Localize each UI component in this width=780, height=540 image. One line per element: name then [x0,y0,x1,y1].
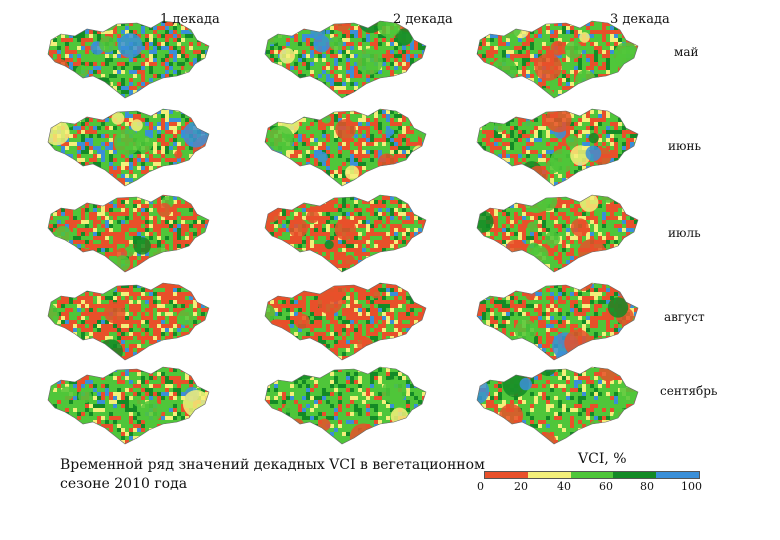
row-label-july: июль [668,226,701,240]
legend-tick-40: 40 [557,480,571,493]
column-header-decade-2: 2 декада [393,12,453,27]
vci-map-row4-col0 [47,366,210,445]
vci-map-row0-col0 [47,20,210,99]
vci-map-row0-col2 [476,20,639,99]
vci-map-row3-col0 [47,282,210,361]
figure-caption: Временной ряд значений декадных VCI в ве… [60,456,485,494]
vci-map-row3-col1 [264,282,427,361]
row-label-september: сентябрь [660,384,718,398]
legend-swatch-3 [613,472,657,478]
vci-map-row2-col1 [264,194,427,273]
vci-map-row0-col1 [264,20,427,99]
legend-swatch-4 [656,472,699,478]
vci-map-row2-col2 [476,194,639,273]
legend-tick-0: 0 [477,480,484,493]
vci-map-row1-col1 [264,108,427,187]
legend-swatch-0 [485,472,528,478]
caption-line-2: сезоне 2010 года [60,476,188,492]
legend-tick-60: 60 [599,480,613,493]
legend-swatch-2 [570,472,614,478]
vci-map-row1-col0 [47,108,210,187]
vci-map-row1-col2 [476,108,639,187]
vci-map-row3-col2 [476,282,639,361]
legend-tick-80: 80 [640,480,654,493]
legend-tick-100: 100 [681,480,702,493]
row-label-may: май [674,45,699,59]
legend-swatch-1 [527,472,571,478]
vci-map-row2-col0 [47,194,210,273]
vci-map-row4-col1 [264,366,427,445]
row-label-june: июнь [668,139,701,153]
legend-color-bar [484,471,700,479]
caption-line-1: Временной ряд значений декадных VCI в ве… [60,457,485,473]
legend-title: VCI, % [578,451,627,467]
vci-map-row4-col2 [476,366,639,445]
legend-tick-20: 20 [514,480,528,493]
column-header-decade-3: 3 декада [610,12,670,27]
column-header-decade-1: 1 декада [160,12,220,27]
row-label-august: август [664,310,705,324]
